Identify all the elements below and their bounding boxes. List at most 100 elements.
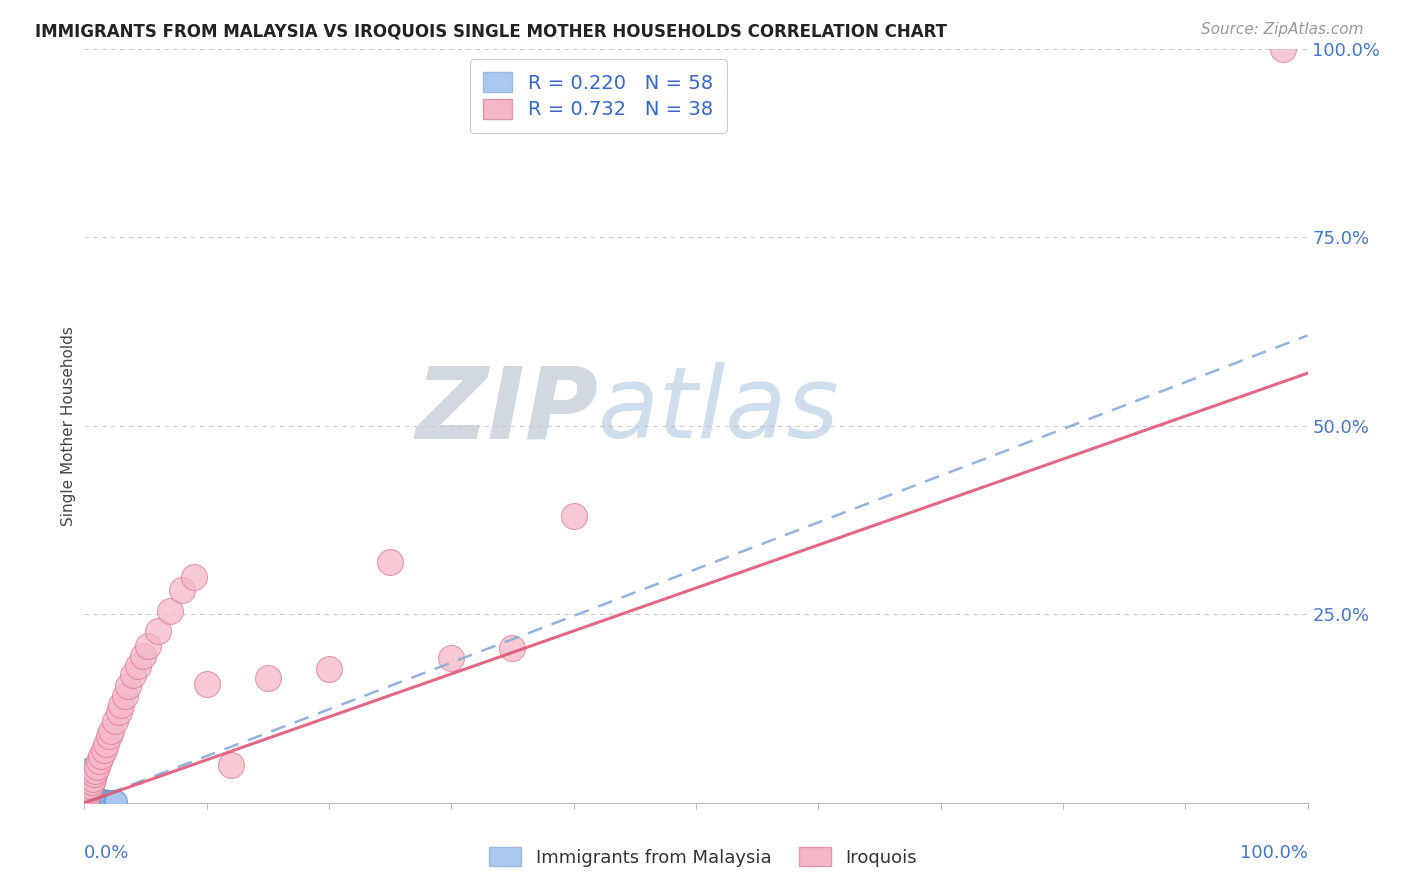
Point	[77, 791, 100, 805]
Point	[77, 782, 100, 797]
Point	[96, 793, 118, 807]
Point	[87, 793, 110, 807]
Point	[110, 698, 132, 712]
Point	[93, 743, 115, 757]
Point	[90, 793, 112, 807]
Point	[84, 764, 107, 779]
Point	[440, 651, 463, 665]
Point	[77, 779, 100, 793]
Point	[82, 772, 104, 786]
Y-axis label: Single Mother Households: Single Mother Households	[60, 326, 76, 526]
Legend: Immigrants from Malaysia, Iroquois: Immigrants from Malaysia, Iroquois	[482, 840, 924, 874]
Point	[76, 773, 98, 788]
Point	[91, 793, 114, 807]
Point	[75, 792, 97, 806]
Point	[502, 641, 524, 656]
Point	[257, 672, 280, 686]
Point	[76, 777, 98, 791]
Point	[77, 784, 100, 798]
Point	[76, 769, 98, 783]
Point	[114, 689, 136, 703]
Point	[122, 667, 145, 681]
Point	[380, 555, 402, 569]
Point	[219, 758, 242, 772]
Point	[101, 793, 124, 807]
Text: 100.0%: 100.0%	[1240, 844, 1308, 863]
Point	[75, 780, 97, 795]
Point	[86, 793, 108, 807]
Legend: R = 0.220   N = 58, R = 0.732   N = 38: R = 0.220 N = 58, R = 0.732 N = 38	[470, 59, 727, 133]
Point	[136, 639, 159, 653]
Point	[87, 793, 110, 807]
Point	[195, 676, 218, 690]
Point	[172, 583, 194, 598]
Point	[75, 765, 97, 780]
Text: 0.0%: 0.0%	[84, 844, 129, 863]
Point	[79, 784, 101, 798]
Point	[1272, 42, 1295, 56]
Point	[146, 624, 169, 638]
Point	[80, 774, 103, 789]
Point	[91, 793, 114, 807]
Point	[76, 789, 98, 803]
Point	[77, 767, 100, 781]
Point	[103, 793, 125, 807]
Point	[83, 793, 105, 807]
Point	[76, 762, 98, 776]
Point	[127, 658, 149, 673]
Point	[83, 767, 105, 781]
Point	[75, 773, 97, 788]
Point	[94, 793, 117, 807]
Point	[82, 793, 104, 807]
Point	[87, 755, 110, 769]
Point	[97, 793, 120, 807]
Point	[183, 570, 205, 584]
Point	[77, 773, 100, 788]
Point	[77, 780, 100, 795]
Point	[77, 764, 100, 778]
Point	[93, 793, 115, 807]
Point	[97, 730, 120, 744]
Text: atlas: atlas	[598, 362, 839, 459]
Point	[76, 780, 98, 795]
Point	[76, 789, 98, 803]
Point	[79, 780, 101, 795]
Point	[100, 724, 122, 739]
Point	[90, 749, 112, 764]
Point	[75, 769, 97, 783]
Point	[80, 787, 103, 801]
Point	[76, 765, 98, 780]
Point	[82, 789, 104, 804]
Point	[76, 784, 98, 798]
Text: IMMIGRANTS FROM MALAYSIA VS IROQUOIS SINGLE MOTHER HOUSEHOLDS CORRELATION CHART: IMMIGRANTS FROM MALAYSIA VS IROQUOIS SIN…	[35, 22, 948, 40]
Point	[105, 793, 128, 807]
Point	[117, 679, 139, 693]
Point	[77, 787, 100, 801]
Point	[107, 706, 129, 720]
Point	[77, 784, 100, 798]
Point	[104, 714, 127, 729]
Point	[80, 793, 103, 807]
Point	[77, 789, 100, 804]
Point	[77, 777, 100, 791]
Point	[100, 793, 122, 807]
Point	[104, 793, 127, 807]
Point	[75, 777, 97, 791]
Point	[97, 793, 120, 807]
Point	[77, 771, 100, 785]
Point	[86, 791, 108, 805]
Point	[86, 759, 108, 773]
Point	[77, 774, 100, 789]
Point	[79, 789, 101, 803]
Point	[79, 779, 101, 793]
Point	[89, 793, 111, 807]
Text: Source: ZipAtlas.com: Source: ZipAtlas.com	[1201, 22, 1364, 37]
Point	[83, 790, 105, 805]
Point	[318, 662, 340, 676]
Text: ZIP: ZIP	[415, 362, 598, 459]
Point	[98, 793, 121, 807]
Point	[80, 789, 103, 804]
Point	[84, 793, 107, 807]
Point	[77, 789, 100, 803]
Point	[159, 604, 181, 618]
